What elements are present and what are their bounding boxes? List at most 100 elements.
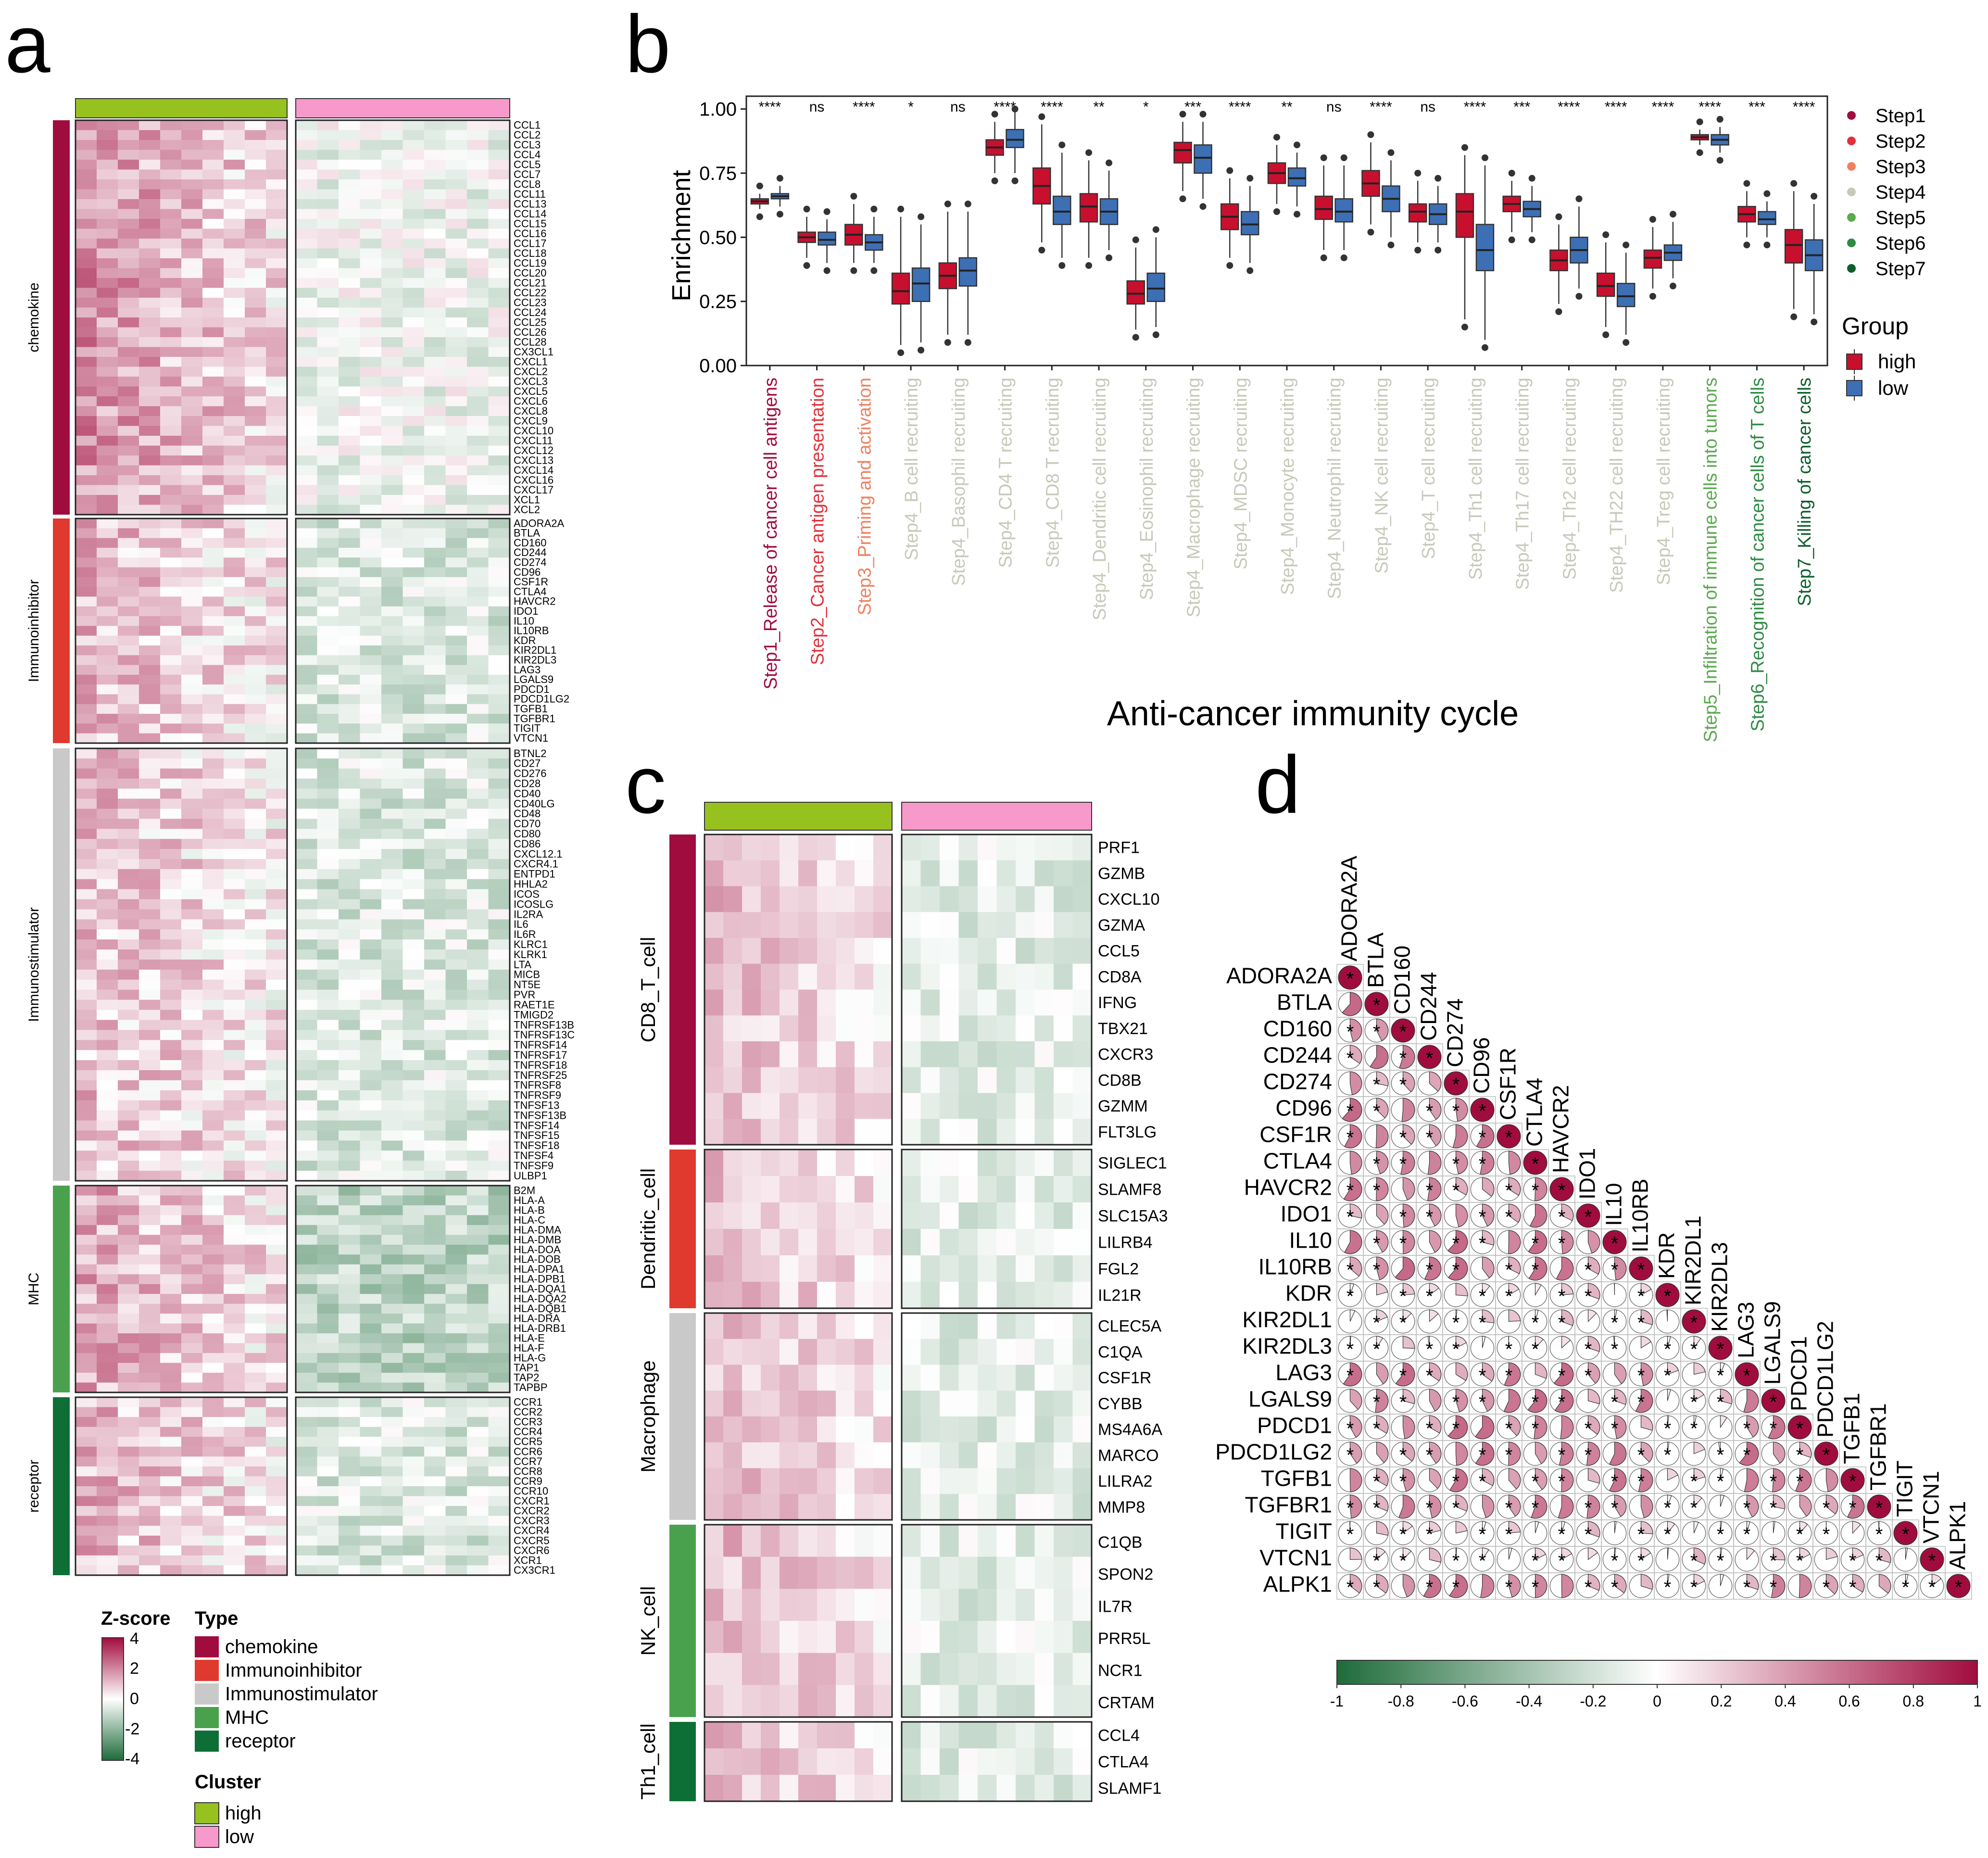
corr-pie xyxy=(1455,1309,1458,1322)
significance-star: * xyxy=(1426,1260,1434,1281)
heatmap-cell xyxy=(445,714,467,724)
heatmap-cell xyxy=(139,1437,161,1447)
heatmap-cell xyxy=(467,1020,489,1030)
heatmap-cell xyxy=(296,869,317,880)
heatmap-cell xyxy=(445,160,467,170)
heatmap-cell xyxy=(403,1446,425,1457)
heatmap-cell xyxy=(245,130,266,140)
heatmap-cell xyxy=(855,1589,874,1621)
heatmap-cell xyxy=(1072,1525,1092,1557)
heatmap-cell xyxy=(424,704,446,714)
heatmap-cell xyxy=(245,298,266,308)
heatmap-cell xyxy=(296,1407,317,1417)
heatmap-cell xyxy=(339,465,360,476)
heatmap-cell xyxy=(97,1437,118,1447)
heatmap-cell xyxy=(245,1110,266,1121)
heatmap-cell xyxy=(467,1140,489,1151)
heatmap-cell xyxy=(996,1176,1016,1203)
heatmap-cell xyxy=(1034,1525,1054,1557)
corr-pie xyxy=(1614,1309,1617,1322)
heatmap-cell xyxy=(202,1516,224,1526)
heatmap-cell xyxy=(245,714,266,724)
heatmap-cell xyxy=(181,1080,203,1091)
heatmap-cell xyxy=(940,1525,959,1557)
heatmap-cell xyxy=(160,199,182,209)
heatmap-cell xyxy=(266,1100,288,1111)
heatmap-cell xyxy=(902,1722,921,1749)
heatmap-cell xyxy=(224,1565,245,1576)
corr-pie xyxy=(1629,1256,1653,1281)
heatmap-cell xyxy=(855,1176,874,1203)
heatmap-cell xyxy=(445,1333,467,1344)
heatmap-cell xyxy=(381,919,403,930)
heatmap-cell xyxy=(424,528,446,539)
heatmap-cell xyxy=(780,989,799,1016)
heatmap-cell xyxy=(245,475,266,485)
heatmap-cell xyxy=(1016,1176,1035,1203)
significance-label: ns xyxy=(809,99,825,115)
heatmap-cell xyxy=(488,298,510,308)
heatmap-cell xyxy=(705,1282,724,1309)
heatmap-cell xyxy=(339,714,360,724)
gene-label: GZMA xyxy=(1098,916,1145,935)
heatmap-cell xyxy=(488,327,510,338)
corr-pie xyxy=(1349,1203,1362,1219)
heatmap-cell xyxy=(403,960,425,970)
heatmap-cell xyxy=(160,909,182,920)
outlier-point xyxy=(1387,241,1395,249)
heatmap-cell xyxy=(266,169,288,180)
outlier-point xyxy=(1811,318,1818,326)
corr-pie xyxy=(1349,1415,1362,1438)
heatmap-cell xyxy=(75,505,97,515)
heatmap-cell xyxy=(873,1093,893,1119)
heatmap-cell xyxy=(97,219,118,229)
heatmap-cell xyxy=(445,1535,467,1546)
heatmap-cell xyxy=(245,426,266,436)
heatmap-cell xyxy=(118,1040,139,1050)
heatmap-cell xyxy=(181,1417,203,1428)
heatmap-cell xyxy=(245,357,266,367)
col-gene-label: CD244 xyxy=(1416,972,1441,1041)
type-group-label: Immunostimulator xyxy=(26,907,42,1022)
heatmap-cell xyxy=(181,228,203,239)
heatmap-cell xyxy=(266,228,288,239)
corr-pie xyxy=(1535,1309,1539,1322)
gene-label: CRTAM xyxy=(1098,1694,1155,1712)
heatmap-cell xyxy=(160,1526,182,1536)
cluster-bar-high xyxy=(75,98,288,118)
heatmap-cell xyxy=(139,1323,161,1334)
heatmap-cell xyxy=(424,1060,446,1071)
heatmap-cell xyxy=(467,674,489,685)
heatmap-cell xyxy=(381,1080,403,1091)
heatmap-cell xyxy=(488,179,510,190)
heatmap-cell xyxy=(97,298,118,308)
heatmap-cell xyxy=(798,1176,818,1203)
heatmap-cell xyxy=(118,1120,139,1131)
heatmap-cell xyxy=(160,258,182,268)
heatmap-cell xyxy=(118,1427,139,1437)
heatmap-cell xyxy=(488,209,510,219)
heatmap-cell xyxy=(855,1748,874,1775)
heatmap-cell xyxy=(360,337,382,347)
outlier-point xyxy=(1387,149,1395,156)
gene-label: CCL8 xyxy=(514,178,541,190)
heatmap-cell xyxy=(118,1130,139,1141)
heatmap-cell xyxy=(317,1303,339,1314)
heatmap-cell xyxy=(467,140,489,150)
heatmap-cell xyxy=(317,1353,339,1364)
heatmap-cell xyxy=(445,859,467,870)
heatmap-cell xyxy=(181,1506,203,1517)
heatmap-cell xyxy=(488,1254,510,1265)
heatmap-cell xyxy=(723,834,742,861)
heatmap-cell xyxy=(224,1264,245,1275)
heatmap-cell xyxy=(97,1195,118,1206)
heatmap-cell xyxy=(118,557,139,568)
heatmap-cell xyxy=(403,577,425,587)
heatmap-cell xyxy=(360,1446,382,1457)
heatmap-cell xyxy=(266,1186,288,1196)
heatmap-cell xyxy=(317,337,339,347)
heatmap-cell xyxy=(97,1274,118,1285)
heatmap-cell xyxy=(245,1407,266,1417)
outlier-point xyxy=(1058,262,1066,269)
corr-pie xyxy=(1349,1441,1362,1464)
